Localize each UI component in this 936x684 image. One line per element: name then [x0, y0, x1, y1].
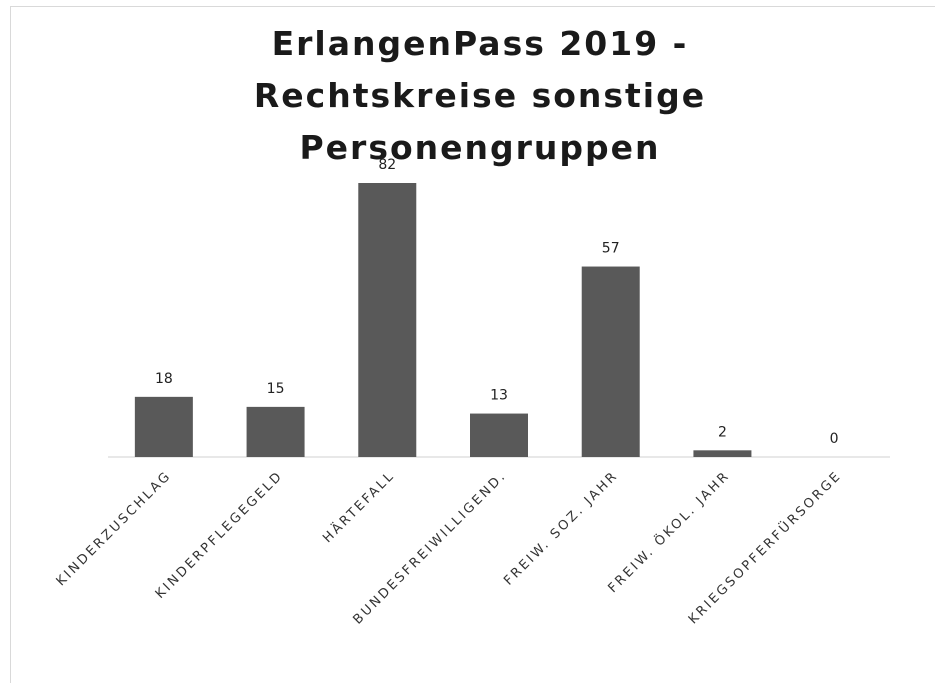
x-tick-label: FREIW. SOZ. JAHR	[501, 468, 621, 588]
x-tick-label: KINDERPFLEGEGELD	[153, 468, 287, 602]
x-tick-label: FREIW. ÖKOL. JAHR	[604, 467, 733, 596]
data-label: 0	[830, 431, 839, 447]
data-label: 2	[718, 424, 727, 440]
bar	[693, 450, 752, 457]
x-tick-label: KINDERZUSCHLAG	[54, 468, 175, 589]
bar	[358, 183, 417, 457]
data-label: 15	[267, 381, 285, 397]
bar	[246, 406, 305, 457]
chart-border	[10, 6, 935, 683]
bar	[470, 413, 528, 457]
bar	[134, 396, 193, 457]
x-tick-label: HÄRTEFALL	[320, 468, 399, 547]
data-label: 57	[602, 241, 620, 257]
chart-title: ErlangenPass 2019 - Rechtskreise sonstig…	[253, 24, 707, 167]
data-label: 82	[378, 157, 396, 173]
bar	[581, 266, 640, 457]
data-label: 18	[155, 371, 173, 387]
data-label: 13	[490, 388, 508, 404]
